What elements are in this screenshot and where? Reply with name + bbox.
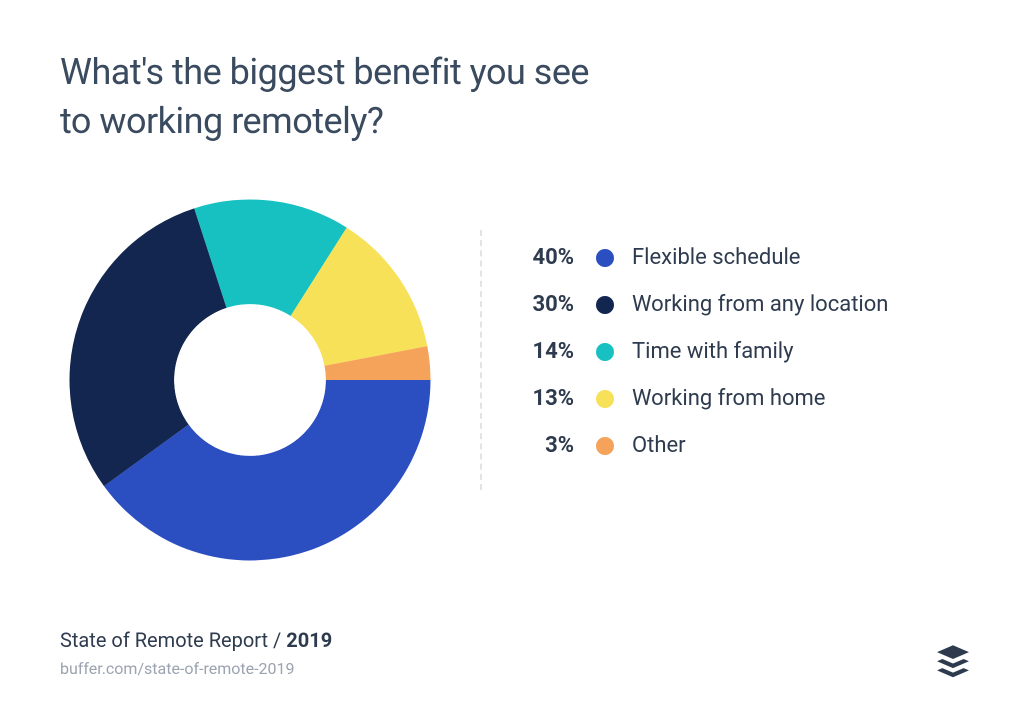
donut-hole — [174, 304, 326, 456]
legend-color-dot — [596, 249, 614, 267]
footer-url: buffer.com/state-of-remote-2019 — [60, 657, 332, 681]
legend-row: 3% Other — [510, 433, 888, 458]
chart-title: What's the biggest benefit you see to wo… — [60, 48, 589, 145]
legend-percent: 3% — [510, 433, 574, 458]
legend-row: 30% Working from any location — [510, 292, 888, 317]
footer-report-title: State of Remote Report / 2019 — [60, 625, 332, 655]
chart-legend: 40% Flexible schedule 30% Working from any … — [510, 245, 888, 458]
legend-color-dot — [596, 343, 614, 361]
legend-row: 14% Time with family — [510, 339, 888, 364]
legend-label: Time with family — [632, 339, 794, 364]
footer-report-year: 2019 — [286, 628, 332, 652]
legend-label: Working from any location — [632, 292, 888, 317]
legend-label: Flexible schedule — [632, 245, 800, 270]
legend-color-dot — [596, 437, 614, 455]
legend-percent: 13% — [510, 386, 574, 411]
footer: State of Remote Report / 2019 buffer.com… — [60, 625, 332, 681]
legend-label: Other — [632, 433, 686, 458]
title-line-2: to working remotely? — [60, 100, 383, 142]
donut-chart — [60, 190, 440, 570]
title-line-1: What's the biggest benefit you see — [60, 51, 589, 93]
legend-color-dot — [596, 296, 614, 314]
legend-divider — [480, 230, 482, 490]
legend-percent: 40% — [510, 245, 574, 270]
legend-row: 13% Working from home — [510, 386, 888, 411]
legend-percent: 14% — [510, 339, 574, 364]
buffer-logo-icon — [934, 643, 972, 681]
legend-label: Working from home — [632, 386, 825, 411]
legend-row: 40% Flexible schedule — [510, 245, 888, 270]
legend-percent: 30% — [510, 292, 574, 317]
footer-report-prefix: State of Remote Report / — [60, 628, 286, 652]
legend-color-dot — [596, 390, 614, 408]
